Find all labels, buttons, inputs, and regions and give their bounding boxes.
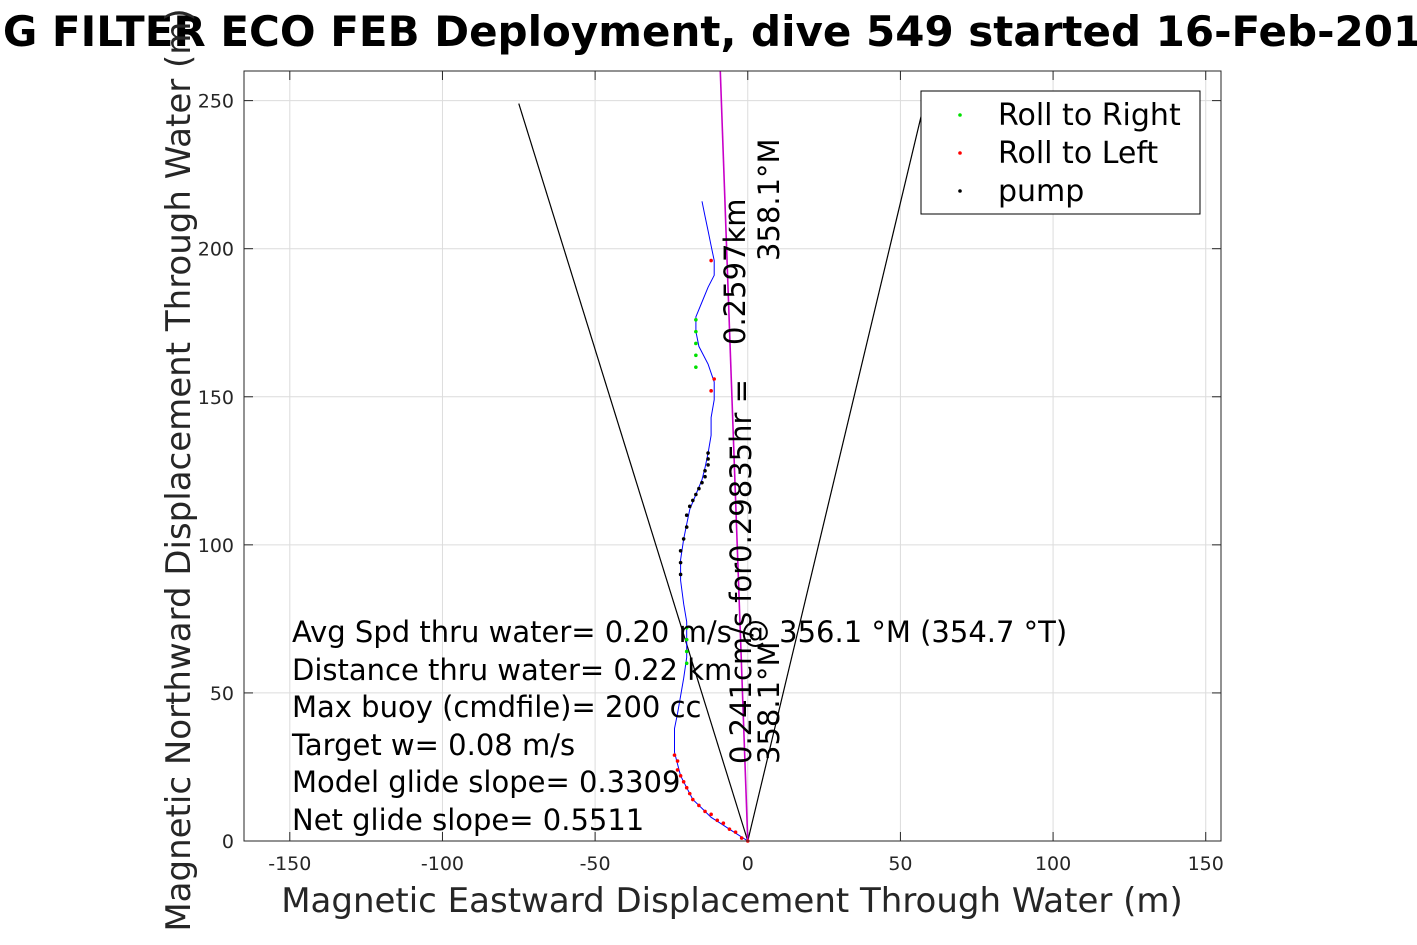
- pump-point: [706, 463, 710, 467]
- pump-point: [687, 504, 692, 509]
- heading-label-upper: 358.1°M: [752, 138, 786, 261]
- x-tick-label: 100: [1035, 853, 1071, 875]
- pump-point: [703, 469, 707, 473]
- cone-lines: [518, 100, 926, 842]
- roll-left-point: [672, 753, 677, 757]
- legend-label-roll-right: Roll to Right: [998, 98, 1181, 133]
- plot-frame: [243, 70, 1222, 842]
- current-label-lower: 0.241cm/s for0.29835hr =: [724, 379, 758, 764]
- x-tick-label: 150: [1188, 853, 1224, 875]
- roll-left-point: [687, 791, 692, 796]
- y-tick-label: 100: [198, 535, 234, 557]
- roll-left-point: [703, 809, 707, 814]
- pump-point: [681, 537, 686, 541]
- roll-right-point: [684, 625, 689, 630]
- roll-left-point: [733, 830, 738, 834]
- x-tick-label: 0: [742, 853, 754, 875]
- roll-left-point: [675, 759, 680, 763]
- annotation-target-w: Target w= 0.08 m/s: [291, 728, 575, 762]
- roll-right-point: [694, 317, 698, 322]
- roll-left-point: [721, 821, 726, 826]
- annotation-avg-speed: Avg Spd thru water= 0.20 m/s @ 356.1 °M …: [292, 615, 1067, 649]
- y-tick-label: 50: [210, 683, 234, 705]
- pump-point: [697, 486, 701, 491]
- legend-marker-pump: [958, 189, 962, 193]
- pump-point: [703, 474, 707, 479]
- x-tick-label: -50: [580, 853, 611, 875]
- cone-line: [747, 100, 926, 842]
- annotation-distance: Distance thru water= 0.22 km: [292, 653, 732, 687]
- current-label-upper: 0.2597km: [718, 198, 752, 345]
- roll-left-point: [715, 818, 720, 823]
- legend-label-pump: pump: [998, 174, 1084, 209]
- roll-left-point: [727, 827, 732, 831]
- pump-point: [678, 560, 683, 565]
- ticks: -150 -100 -50 0 50 100 150 0 50 100 150 200 250: [198, 71, 1224, 875]
- roll-left-point: [697, 803, 701, 808]
- roll-left-point: [709, 389, 713, 393]
- roll-left-point: [681, 779, 686, 784]
- pump-point: [700, 480, 704, 485]
- roll-right-point: [694, 329, 698, 334]
- x-tick-label: -150: [268, 853, 311, 875]
- y-tick-label: 150: [198, 387, 234, 409]
- roll-left-point: [691, 797, 695, 802]
- legend-label-roll-left: Roll to Left: [998, 136, 1158, 171]
- roll-left-point: [684, 785, 689, 790]
- annotation-model-glide: Model glide slope= 0.3309: [292, 765, 680, 799]
- x-tick-label: -100: [421, 853, 464, 875]
- y-tick-label: 250: [198, 91, 234, 113]
- pump-point: [678, 572, 683, 577]
- chart-title: SG FILTER ECO FEB Deployment, dive 549 s…: [0, 7, 1417, 56]
- roll-right-point: [694, 353, 698, 358]
- roll-left-point: [709, 812, 713, 817]
- pump-point: [691, 498, 695, 503]
- pump-point: [684, 525, 689, 529]
- legend: Roll to Right Roll to Left pump: [920, 90, 1201, 215]
- pump-point: [694, 492, 698, 497]
- pump-point: [706, 451, 710, 455]
- rotated-labels: 0.2597km 0.241cm/s for0.29835hr = 358.1°…: [718, 138, 786, 764]
- net-line: [719, 70, 749, 842]
- x-tick-label: 50: [888, 853, 912, 875]
- heading-label-lower: 358.1°M: [752, 641, 786, 764]
- x-axis-label: Magnetic Eastward Displacement Through W…: [281, 881, 1183, 921]
- y-tick-label: 0: [222, 831, 234, 853]
- roll-left-point: [739, 836, 744, 840]
- annotations: Avg Spd thru water= 0.20 m/s @ 356.1 °M …: [291, 615, 1067, 837]
- roll-right-point: [694, 365, 698, 369]
- cone-line: [518, 103, 749, 842]
- y-axis-label: Magnetic Northward Displacement Through …: [159, 8, 199, 931]
- legend-marker-roll-right: [958, 113, 962, 117]
- roll-right-point: [684, 649, 689, 654]
- roll-right-point: [694, 341, 698, 346]
- legend-box: [920, 90, 1201, 215]
- roll-left-point: [712, 377, 716, 381]
- roll-left-point: [678, 774, 683, 778]
- pump-point: [684, 513, 689, 518]
- pump-point: [678, 548, 683, 553]
- annotation-net-glide: Net glide slope= 0.5511: [292, 803, 644, 837]
- markers: [672, 258, 750, 843]
- annotation-max-buoy: Max buoy (cmdfile)= 200 cc: [292, 690, 701, 724]
- legend-marker-roll-left: [958, 151, 962, 155]
- roll-left-point: [675, 768, 680, 772]
- roll-right-point: [684, 637, 689, 642]
- net-displacement-line: [719, 70, 749, 842]
- y-tick-label: 200: [198, 239, 234, 261]
- roll-left-point: [709, 258, 713, 263]
- roll-right-point: [684, 661, 689, 666]
- pump-point: [706, 457, 710, 461]
